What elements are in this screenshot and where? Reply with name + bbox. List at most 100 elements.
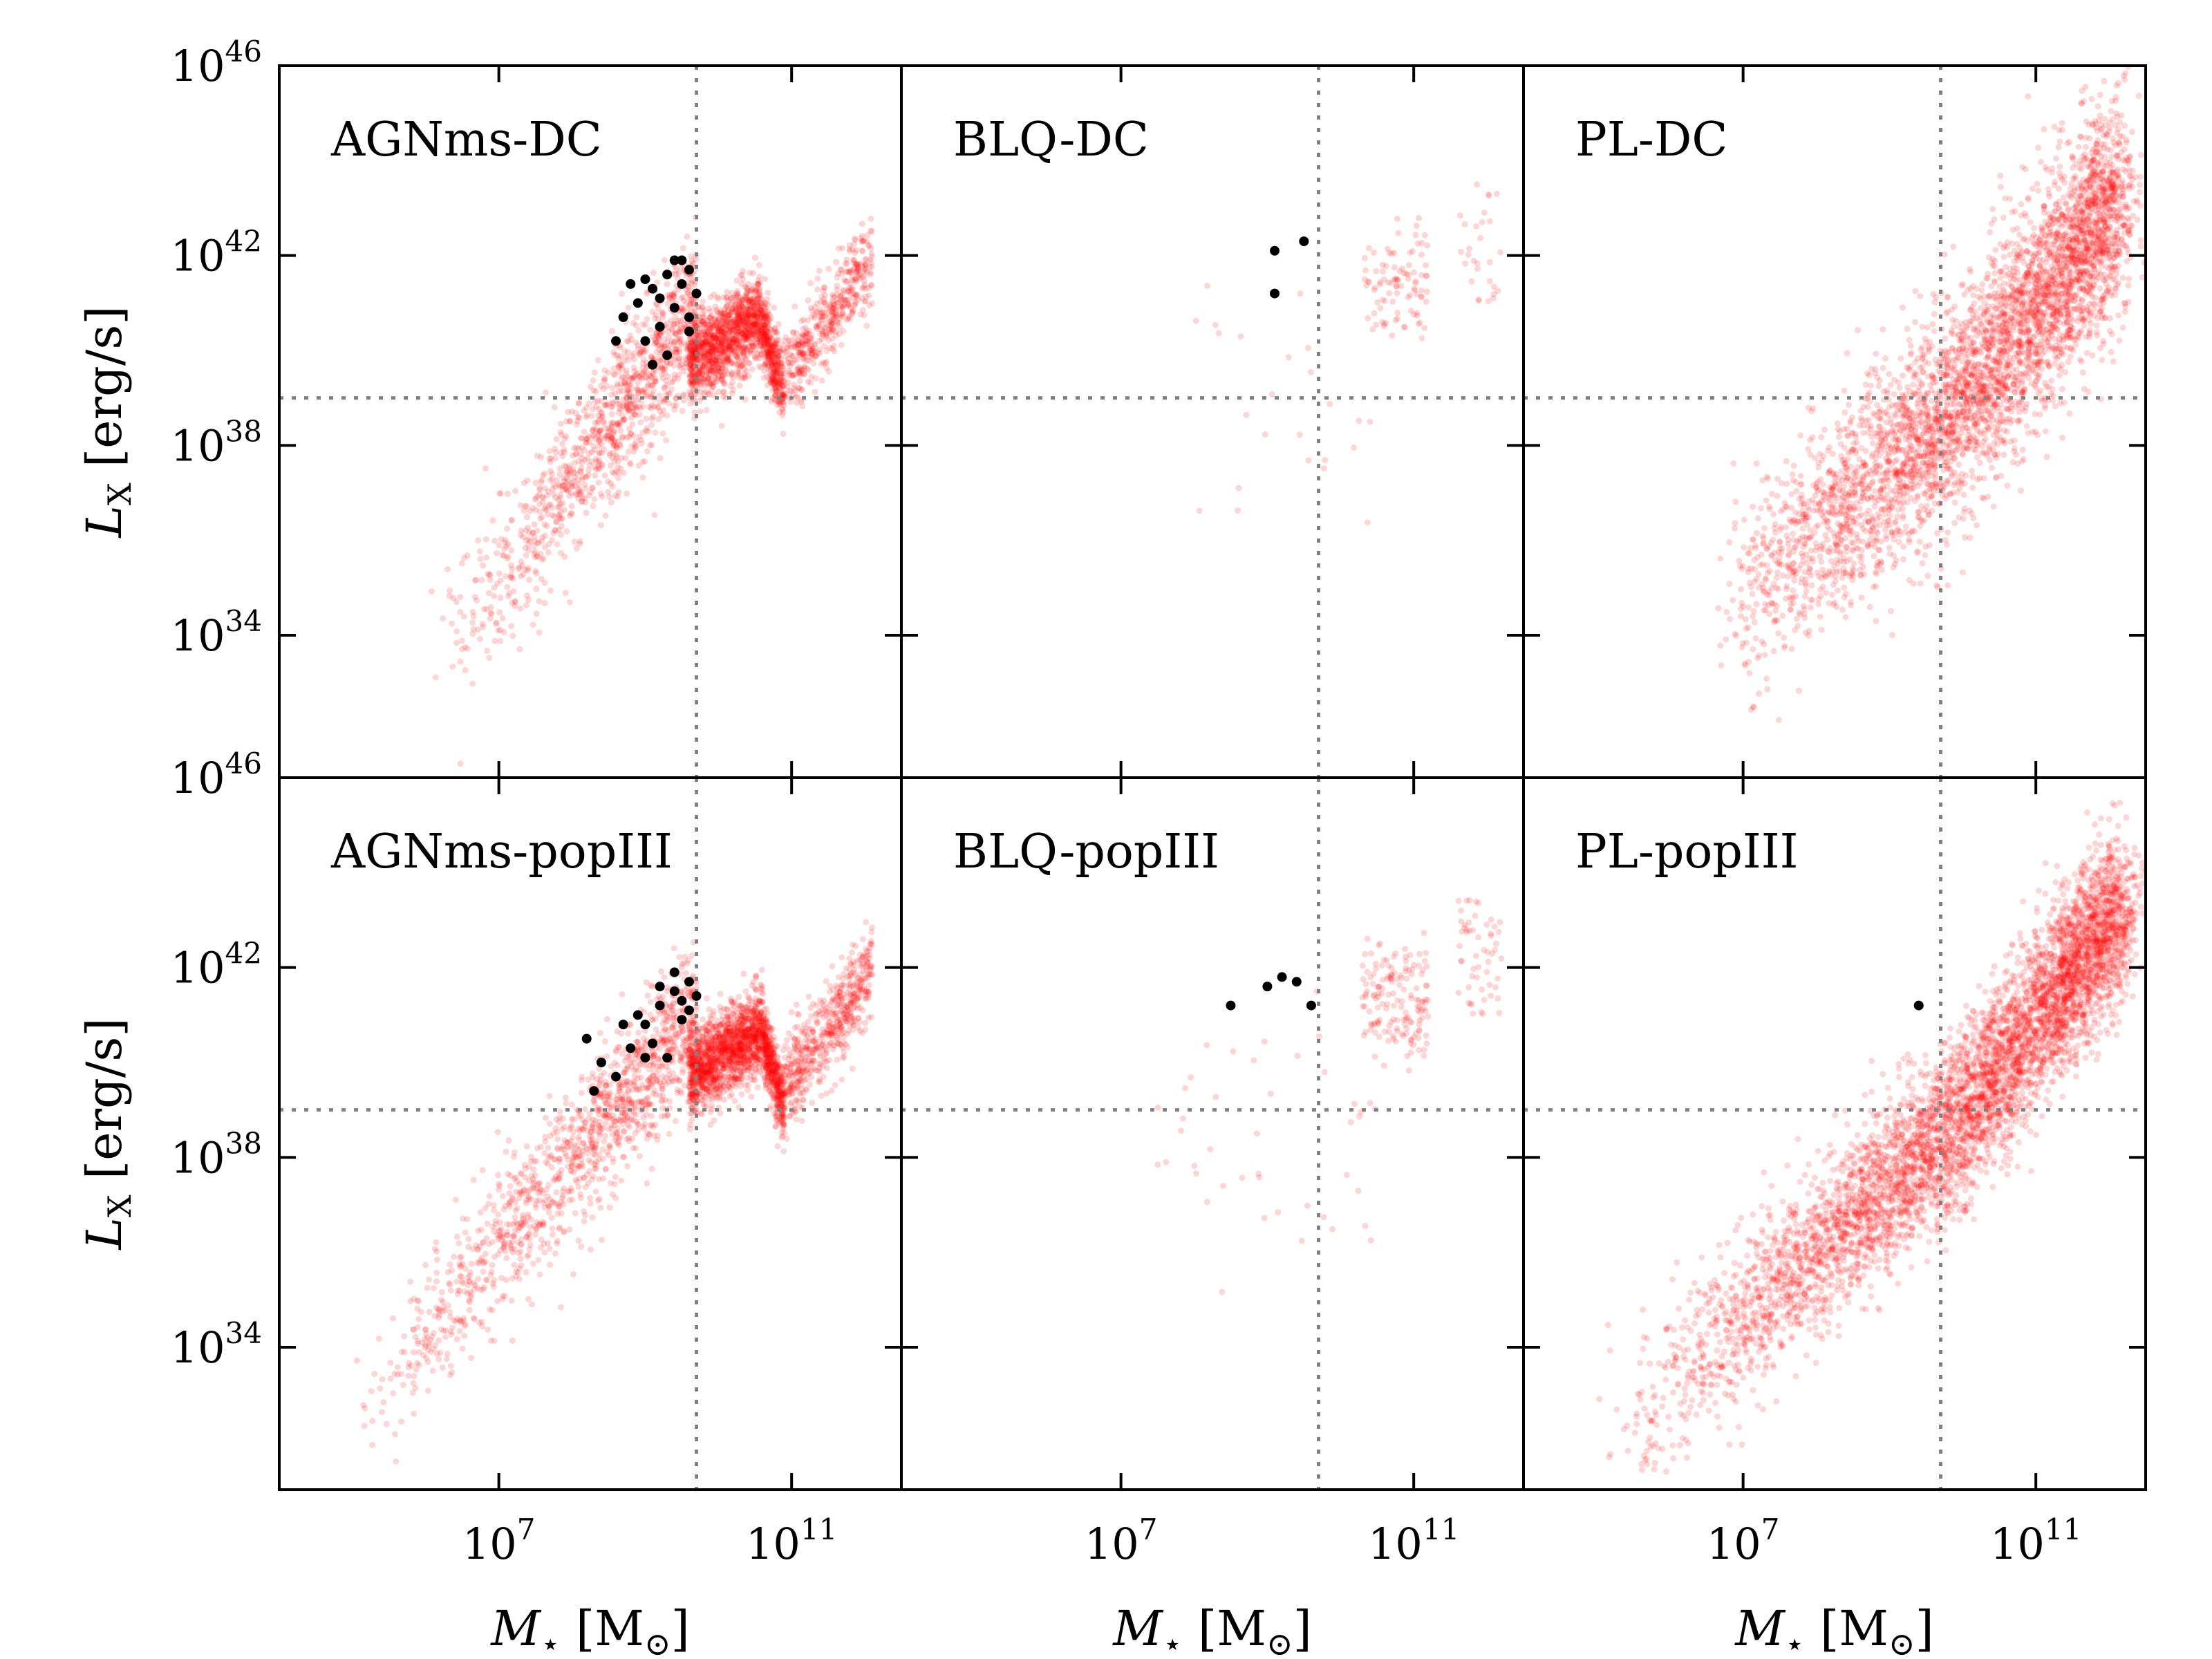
cloud-point	[672, 314, 679, 320]
cloud-point	[666, 341, 673, 348]
cloud-point	[744, 346, 751, 353]
cloud-point	[782, 391, 789, 397]
cloud-point	[736, 382, 743, 389]
cloud-point	[829, 326, 836, 333]
cloud-point	[555, 513, 562, 519]
cloud-point	[655, 306, 662, 312]
cloud-point	[1421, 232, 1428, 238]
cloud-point	[852, 235, 859, 242]
cloud-point	[1844, 350, 1850, 357]
cloud-point	[525, 541, 532, 548]
cloud-point	[692, 344, 699, 351]
cloud-point	[742, 346, 749, 353]
cloud-point	[1307, 368, 1314, 375]
cloud-point	[756, 319, 762, 326]
cloud-point	[556, 482, 563, 489]
cloud-point	[845, 313, 852, 320]
cloud-point	[628, 386, 635, 393]
cloud-point	[745, 306, 752, 312]
cloud-point	[794, 400, 800, 406]
cloud-point	[693, 331, 700, 338]
cloud-point	[692, 332, 699, 339]
cloud-point	[692, 256, 699, 263]
cloud-point	[774, 370, 780, 377]
cloud-point	[709, 332, 716, 339]
cloud-point	[677, 321, 684, 328]
cloud-point	[769, 362, 776, 368]
cloud-point	[816, 321, 823, 328]
cloud-point	[738, 331, 745, 338]
cloud-point	[691, 368, 698, 375]
cloud-point	[1912, 288, 1919, 294]
cloud-point	[765, 329, 771, 336]
cloud-point	[664, 300, 671, 307]
cloud-point	[647, 382, 654, 389]
cloud-point	[691, 368, 697, 375]
cloud-point	[671, 320, 677, 327]
cloud-point	[570, 466, 577, 473]
cloud-point	[708, 368, 714, 374]
cloud-point	[738, 319, 744, 326]
cloud-point	[535, 540, 542, 547]
cloud-point	[620, 383, 627, 389]
cloud-point	[546, 448, 553, 455]
cloud-point	[760, 334, 767, 341]
cloud-point	[591, 496, 598, 503]
cloud-point	[604, 433, 611, 440]
cloud-point	[1365, 315, 1371, 321]
cloud-point	[608, 434, 615, 441]
cloud-point	[725, 312, 732, 319]
cloud-point	[751, 310, 758, 317]
cloud-point	[701, 307, 708, 314]
cloud-point	[752, 319, 759, 326]
cloud-point	[839, 245, 846, 252]
cloud-point	[648, 391, 655, 398]
cloud-point	[526, 577, 533, 583]
cloud-point	[709, 360, 715, 367]
cloud-point	[716, 373, 722, 379]
cloud-point	[751, 355, 758, 362]
cloud-point	[780, 431, 787, 438]
cloud-point	[608, 403, 615, 410]
cloud-point	[625, 449, 632, 455]
cloud-point	[2083, 350, 2090, 357]
cloud-point	[688, 339, 695, 346]
cloud-point	[762, 362, 769, 368]
cloud-point	[610, 365, 617, 372]
cloud-point	[807, 305, 814, 311]
cloud-point	[615, 469, 622, 476]
cloud-point	[843, 260, 850, 267]
cloud-point	[493, 619, 500, 626]
cloud-point	[589, 485, 596, 492]
cloud-point	[745, 326, 752, 332]
cloud-point	[734, 337, 740, 344]
cloud-point	[728, 309, 735, 316]
cloud-point	[686, 371, 693, 378]
cloud-point	[1487, 218, 1493, 225]
cloud-point	[1204, 283, 1211, 289]
cloud-point	[750, 312, 757, 319]
cloud-point	[769, 375, 776, 382]
cloud-point	[770, 350, 777, 357]
cloud-point	[699, 362, 706, 369]
cloud-point	[644, 316, 650, 322]
cloud-point	[728, 294, 735, 301]
cloud-point	[797, 365, 804, 372]
cloud-point	[753, 287, 760, 294]
cloud-point	[541, 579, 548, 586]
cloud-point	[732, 322, 739, 329]
cloud-point	[590, 442, 597, 449]
cloud-point	[626, 460, 633, 467]
cloud-point	[1475, 297, 1482, 304]
cloud-point	[659, 366, 666, 373]
cloud-point	[692, 319, 699, 326]
cloud-point	[765, 362, 771, 369]
cloud-point	[1362, 267, 1369, 274]
cloud-point	[695, 357, 702, 364]
cloud-point	[745, 312, 752, 319]
cloud-point	[702, 339, 709, 346]
cloud-point	[744, 306, 751, 313]
cloud-point	[610, 431, 617, 437]
cloud-point	[581, 456, 588, 463]
